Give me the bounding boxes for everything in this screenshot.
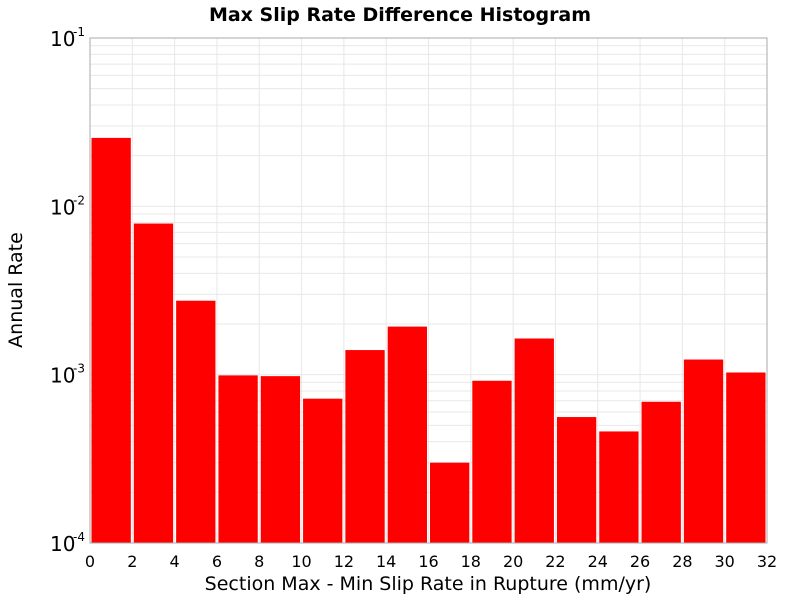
- x-axis-label: Section Max - Min Slip Rate in Rupture (…: [205, 573, 652, 595]
- x-tick-label: 16: [418, 552, 438, 571]
- x-tick-label: 24: [588, 552, 608, 571]
- y-tick-label: 10-2: [50, 193, 85, 219]
- histogram-bar: [556, 417, 597, 543]
- histogram-bar: [345, 350, 385, 543]
- y-axis-ticks: 10-410-310-210-1: [50, 25, 85, 556]
- y-tick-exponent: -3: [73, 362, 85, 376]
- y-tick-base: 10: [50, 27, 75, 51]
- x-tick-label: 18: [461, 552, 481, 571]
- x-axis-ticks: 0 2 4 6 8 10 12 14 16 18 20 22 24 26 28 30 32: [85, 552, 777, 571]
- x-tick-label: 26: [630, 552, 650, 571]
- histogram-bar: [726, 372, 766, 543]
- y-tick-label: 10-3: [50, 362, 85, 388]
- chart-title: Max Slip Rate Difference Histogram: [209, 4, 591, 26]
- histogram-bar: [683, 359, 724, 543]
- x-tick-label: 12: [334, 552, 354, 571]
- histogram-bar: [176, 300, 216, 543]
- histogram-bar: [599, 431, 639, 543]
- x-tick-label: 14: [376, 552, 396, 571]
- histogram-bar: [387, 326, 427, 543]
- histogram-bar: [91, 137, 131, 544]
- histogram-bar: [472, 380, 512, 543]
- y-axis-label: Annual Rate: [5, 232, 27, 348]
- x-tick-label: 6: [212, 552, 222, 571]
- histogram-bar: [514, 338, 554, 543]
- x-tick-label: 0: [85, 552, 95, 571]
- plot-frame: [89, 37, 768, 544]
- x-tick-label: 30: [715, 552, 735, 571]
- histogram-bar: [430, 462, 470, 543]
- bars-group: [91, 137, 766, 544]
- histogram-bar: [133, 223, 174, 543]
- y-tick-exponent: -4: [73, 530, 85, 544]
- y-tick-exponent: -2: [73, 193, 85, 207]
- histogram-bar: [641, 401, 681, 543]
- x-tick-label: 8: [254, 552, 264, 571]
- x-tick-label: 20: [503, 552, 523, 571]
- x-tick-label: 2: [127, 552, 137, 571]
- x-tick-label: 28: [672, 552, 692, 571]
- histogram-bar: [218, 375, 258, 543]
- y-tick-label: 10-1: [50, 25, 85, 51]
- y-tick-base: 10: [50, 532, 75, 556]
- x-tick-label: 22: [545, 552, 565, 571]
- histogram-bar: [260, 376, 301, 543]
- x-tick-label: 4: [170, 552, 180, 571]
- y-tick-base: 10: [50, 195, 75, 219]
- histogram-bar: [303, 398, 343, 543]
- y-tick-base: 10: [50, 364, 75, 388]
- x-tick-label: 10: [291, 552, 311, 571]
- x-tick-label: 32: [757, 552, 777, 571]
- y-tick-label: 10-4: [50, 530, 85, 556]
- y-tick-exponent: -1: [73, 25, 85, 39]
